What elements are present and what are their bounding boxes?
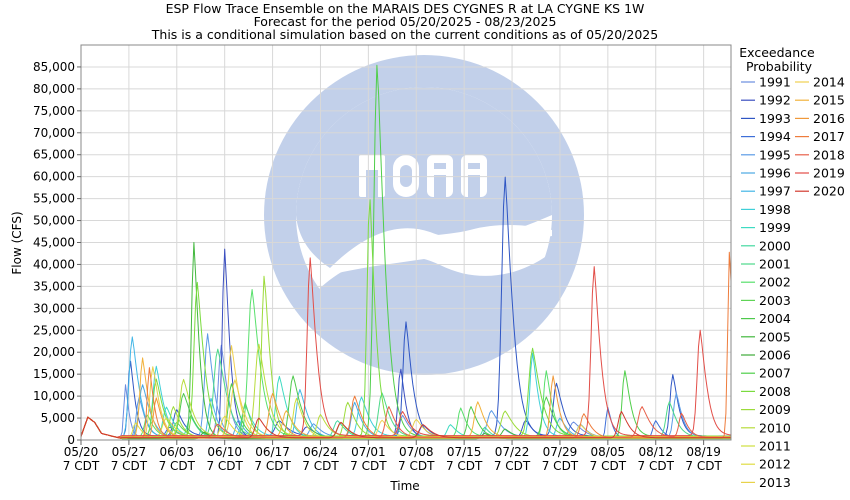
legend-label-2020: 2020: [813, 184, 845, 199]
chart-subtitle-2: This is a conditional simulation based o…: [151, 27, 658, 42]
y-tick-label: 65,000: [33, 148, 75, 162]
legend-label-1997: 1997: [759, 184, 791, 199]
x-tick-sublabel: 7 CDT: [685, 459, 722, 473]
x-axis-label: Time: [389, 479, 419, 493]
y-tick-label: 35,000: [33, 279, 75, 293]
legend-label-2004: 2004: [759, 311, 791, 326]
legend-label-1991: 1991: [759, 75, 791, 90]
legend-label-1995: 1995: [759, 147, 791, 162]
x-tick-sublabel: 7 CDT: [159, 459, 196, 473]
legend-label-2010: 2010: [759, 420, 791, 435]
x-tick-sublabel: 7 CDT: [302, 459, 339, 473]
x-tick-sublabel: 7 CDT: [398, 459, 435, 473]
x-tick-label: 07/29: [543, 445, 578, 459]
legend-label-2012: 2012: [759, 457, 791, 472]
x-tick-label: 07/22: [495, 445, 530, 459]
y-tick-label: 25,000: [33, 323, 75, 337]
legend-label-2008: 2008: [759, 384, 791, 399]
x-tick-sublabel: 7 CDT: [446, 459, 483, 473]
y-tick-label: 75,000: [33, 104, 75, 118]
legend-label-1999: 1999: [759, 220, 791, 235]
x-tick-sublabel: 7 CDT: [63, 459, 100, 473]
x-tick-sublabel: 7 CDT: [350, 459, 387, 473]
x-tick-sublabel: 7 CDT: [542, 459, 579, 473]
legend-title: Exceedance: [739, 45, 815, 60]
series-line-2019: [80, 257, 732, 438]
x-tick-sublabel: 7 CDT: [638, 459, 675, 473]
chart-subtitle: Forecast for the period 05/20/2025 - 08/…: [254, 14, 557, 29]
legend-label-2019: 2019: [813, 166, 845, 181]
y-tick-label: 70,000: [33, 126, 75, 140]
y-tick-label: 60,000: [33, 170, 75, 184]
legend-label-1993: 1993: [759, 111, 791, 126]
y-tick-label: 45,000: [33, 236, 75, 250]
chart-title: ESP Flow Trace Ensemble on the MARAIS DE…: [166, 1, 645, 16]
y-tick-label: 85,000: [33, 60, 75, 74]
x-tick-label: 08/12: [638, 445, 673, 459]
y-axis-label: Flow (CFS): [10, 211, 24, 274]
legend-label-2016: 2016: [813, 111, 845, 126]
legend-label-2013: 2013: [759, 475, 791, 490]
x-tick-label: 07/01: [351, 445, 386, 459]
plot-area: [80, 44, 732, 441]
legend-label-2009: 2009: [759, 402, 791, 417]
x-tick-sublabel: 7 CDT: [206, 459, 243, 473]
legend-label-2002: 2002: [759, 275, 791, 290]
legend-label-2006: 2006: [759, 348, 791, 363]
series-layer: [80, 64, 732, 440]
y-tick-label: 55,000: [33, 192, 75, 206]
y-tick-label: 15,000: [33, 367, 75, 381]
x-tick-sublabel: 7 CDT: [590, 459, 627, 473]
legend-label-1992: 1992: [759, 93, 791, 108]
y-tick-label: 40,000: [33, 257, 75, 271]
x-tick-sublabel: 7 CDT: [254, 459, 291, 473]
legend-label-2014: 2014: [813, 75, 845, 90]
legend-label-2003: 2003: [759, 293, 791, 308]
y-tick-label: 50,000: [33, 214, 75, 228]
legend-label-1994: 1994: [759, 129, 791, 144]
legend-title-line-2: Probability: [746, 59, 813, 74]
legend-label-2001: 2001: [759, 257, 791, 272]
y-tick-label: 0: [67, 433, 75, 447]
x-tick-sublabel: 7 CDT: [494, 459, 531, 473]
x-tick-label: 06/03: [159, 445, 194, 459]
legend-label-2007: 2007: [759, 366, 791, 381]
x-tick-label: 05/20: [64, 445, 99, 459]
y-axis: 0 5,000 10,000 15,000 20,000 25,000 30,000 35,0…: [33, 60, 81, 447]
legend-label-1998: 1998: [759, 202, 791, 217]
legend-label-2015: 2015: [813, 93, 845, 108]
x-tick-sublabel: 7 CDT: [111, 459, 148, 473]
x-tick-label: 05/27: [112, 445, 147, 459]
x-tick-label: 06/17: [255, 445, 290, 459]
legend-label-2005: 2005: [759, 329, 791, 344]
legend-label-2018: 2018: [813, 147, 845, 162]
y-tick-label: 5,000: [41, 411, 75, 425]
x-tick-label: 07/08: [399, 445, 434, 459]
x-tick-label: 06/24: [303, 445, 338, 459]
y-tick-label: 30,000: [33, 301, 75, 315]
x-tick-label: 06/10: [207, 445, 242, 459]
x-tick-label: 08/05: [591, 445, 626, 459]
legend-label-1996: 1996: [759, 166, 791, 181]
legend: Exceedance Probability 1991 1992 1993 1994 1…: [739, 45, 845, 490]
noaa-watermark: [264, 55, 584, 375]
legend-label-2017: 2017: [813, 129, 845, 144]
x-tick-label: 08/19: [686, 445, 721, 459]
y-tick-label: 10,000: [33, 389, 75, 403]
x-tick-label: 07/15: [447, 445, 482, 459]
legend-label-2000: 2000: [759, 238, 791, 253]
y-tick-label: 80,000: [33, 82, 75, 96]
legend-label-2011: 2011: [759, 439, 791, 454]
series-line-2020: [80, 411, 731, 439]
y-tick-label: 20,000: [33, 345, 75, 359]
